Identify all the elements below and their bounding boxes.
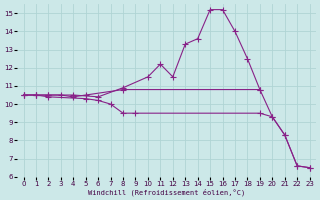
X-axis label: Windchill (Refroidissement éolien,°C): Windchill (Refroidissement éolien,°C) [88, 188, 245, 196]
